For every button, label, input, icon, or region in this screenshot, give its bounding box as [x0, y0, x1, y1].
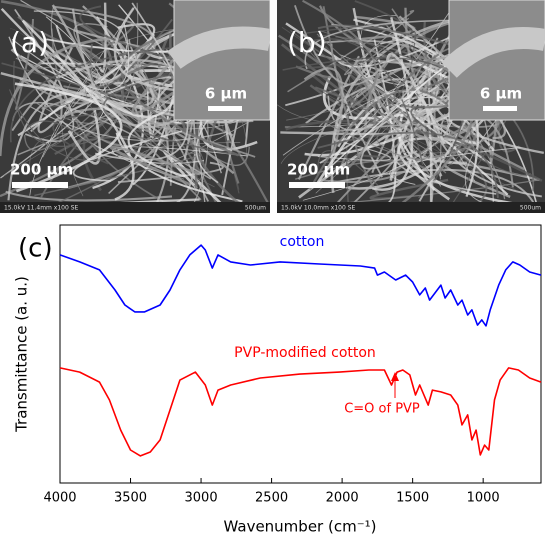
panel-label: (a): [10, 26, 49, 59]
x-tick-label: 1500: [396, 491, 429, 506]
x-tick-label: 3000: [185, 491, 218, 506]
inset-scale-label: 6 μm: [480, 85, 522, 103]
x-tick-label: 2000: [326, 491, 359, 506]
inset-scale-label: 6 μm: [205, 85, 247, 103]
series-line: [60, 368, 541, 456]
series-label: PVP-modified cotton: [234, 345, 376, 361]
series-line: [60, 245, 541, 326]
scale-bar: [12, 182, 68, 188]
x-tick-label: 3500: [114, 491, 147, 506]
inset-scale-bar: [483, 106, 517, 111]
series-label: cotton: [280, 234, 325, 250]
y-axis-title: Transmittance (a. u.): [13, 276, 31, 433]
x-tick-label: 2500: [255, 491, 288, 506]
inset-scale-bar: [208, 106, 242, 111]
info-scale: 500um: [245, 205, 266, 212]
scale-label: 200 μm: [287, 161, 350, 179]
scale-bar: [289, 182, 345, 188]
x-tick-label: 1000: [467, 491, 500, 506]
panel-label: (b): [287, 26, 327, 59]
info-text: 15.0kV 11.4mm x100 SE: [4, 205, 79, 212]
figure: 6 μm(a)200 μm15.0kV 11.4mm x100 SE500um6…: [0, 0, 545, 541]
sem-image: 6 μm (b) 200 μm 15.0kV 10.0mm x100 SE 500um: [277, 0, 545, 213]
panel-label: (c): [18, 234, 53, 264]
info-scale: 500um: [520, 205, 541, 212]
info-text: 15.0kV 10.0mm x100 SE: [281, 205, 356, 212]
x-tick-label: 4000: [43, 491, 76, 506]
sem-image: 6 μm (a) 200 μm 15.0kV 11.4mm x100 SE 500um: [0, 0, 270, 213]
annotation: C=O of PVP: [344, 402, 420, 417]
scale-label: 200 μm: [10, 161, 73, 179]
x-axis-title: Wavenumber (cm⁻¹): [224, 518, 377, 536]
